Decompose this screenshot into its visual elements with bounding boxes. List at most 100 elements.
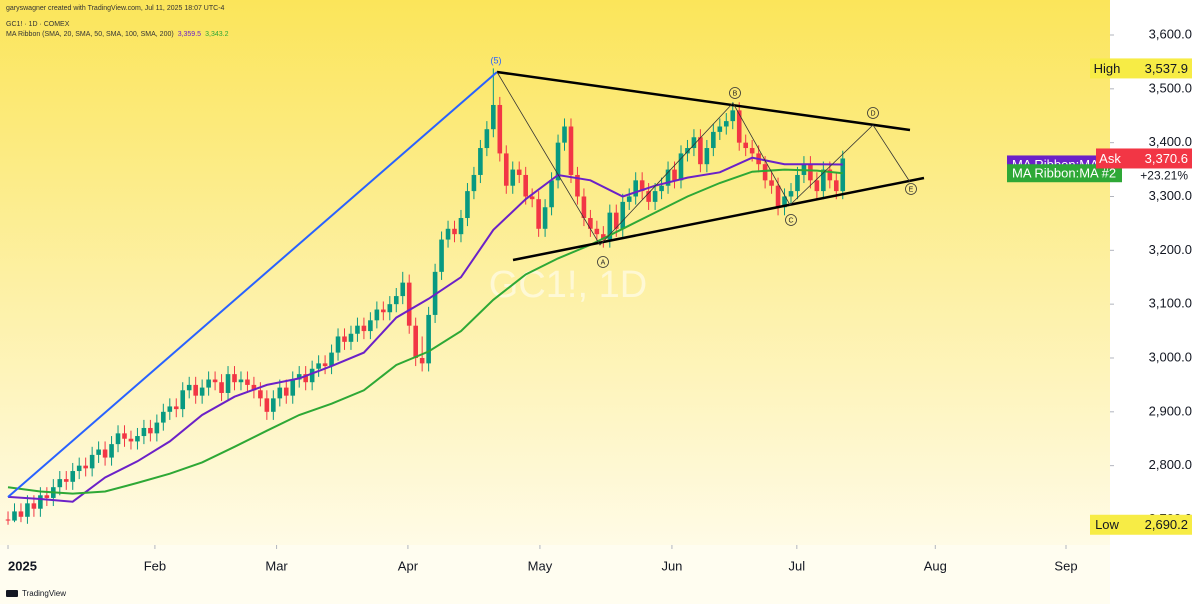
candle-body [775, 185, 781, 208]
triangle-lower [512, 176, 925, 262]
candle-body [296, 374, 302, 380]
candle-body [102, 449, 108, 458]
candle-body [264, 398, 270, 412]
candle-body [626, 196, 632, 202]
wave-circle [729, 87, 741, 99]
wave-circle [785, 214, 797, 226]
candle-body [161, 411, 166, 423]
candle-body [827, 169, 833, 181]
candle-body [510, 169, 516, 186]
wave-circle [867, 107, 879, 119]
ma-label-bg [1007, 164, 1122, 183]
candle-body [199, 387, 205, 396]
candle-body [173, 406, 179, 410]
candle-body [620, 201, 626, 229]
candle-body [782, 196, 787, 208]
ask-change-bg [1124, 168, 1192, 184]
candle-body [70, 471, 76, 482]
candle-body [258, 390, 263, 399]
wave-circle [905, 183, 917, 195]
price-label-name: Low [1095, 517, 1119, 532]
candle-body [730, 110, 736, 122]
ask-label: 3,370.6 [1145, 151, 1188, 166]
plot-background [0, 0, 1110, 545]
ask-change: +23.21% [1140, 169, 1188, 183]
price-label-bg [1124, 514, 1192, 535]
candle-body [808, 164, 813, 181]
candle-body [193, 384, 198, 396]
candle-body [212, 379, 218, 383]
x-tick-label: Jun [661, 558, 682, 573]
candle-body [484, 129, 490, 149]
wave-label: (5) [491, 55, 502, 65]
candle-body [685, 148, 690, 154]
y-tick-label: 3,400.0 [1149, 134, 1192, 149]
wave-path [496, 71, 911, 246]
candle-body [154, 422, 160, 434]
candle-body [335, 336, 341, 353]
candle-body [452, 228, 457, 235]
candle-body [342, 336, 347, 342]
price-label: 2,690.2 [1145, 517, 1188, 532]
candle-body [76, 465, 82, 472]
x-tick-label: Aug [924, 558, 947, 573]
wave-circle [597, 256, 609, 268]
x-tick-label: May [528, 558, 553, 573]
candle-body [400, 282, 406, 297]
candle-body [419, 357, 425, 364]
candle-body [549, 180, 554, 208]
ask-bg [1124, 148, 1192, 169]
ask-name: Ask [1099, 151, 1121, 166]
wave-label: A [601, 259, 606, 266]
candle-body [439, 239, 444, 272]
x-tick-label: 2025 [8, 558, 37, 573]
indicator-value: 3,359.5 [178, 31, 201, 38]
wave-label: B [733, 90, 738, 97]
candle-body [245, 379, 250, 385]
candle-body [355, 325, 360, 334]
candle-body [478, 148, 483, 175]
y-tick-label: 3,100.0 [1149, 296, 1192, 311]
price-label: 3,537.9 [1145, 61, 1188, 76]
candle-body [393, 296, 399, 305]
candle-body [575, 174, 580, 197]
x-tick-label: Jul [789, 558, 806, 573]
candle-body [672, 169, 677, 181]
candle-body [633, 180, 638, 197]
candle-body [381, 309, 386, 313]
candle-body [601, 234, 606, 240]
wave-label: E [909, 186, 914, 193]
candle-body [581, 196, 587, 219]
candle-body [529, 196, 535, 200]
symbol: GC1! · 1D · COMEX [6, 21, 70, 28]
plot [5, 68, 925, 525]
candle-body [31, 503, 37, 509]
candle-body [206, 379, 211, 388]
candle-body [678, 153, 684, 181]
candle-body [471, 174, 477, 192]
y-tick-label: 2,800.0 [1149, 457, 1192, 472]
candle-body [83, 465, 88, 469]
candle-body [141, 427, 147, 437]
candle-body [148, 427, 153, 434]
candle-body [368, 320, 373, 332]
candle-body [186, 384, 192, 391]
candle-body [277, 387, 283, 399]
candle-body [271, 398, 276, 412]
candle-body [659, 185, 664, 192]
candle-body [723, 121, 729, 127]
candle-body [497, 104, 503, 154]
candle-body [413, 325, 418, 358]
candle-body [717, 126, 723, 132]
time-axis-background [0, 545, 1110, 604]
candle-body [361, 325, 367, 332]
candle-body [458, 218, 464, 235]
candle-body [374, 309, 380, 321]
candle-body [646, 191, 651, 202]
price-label-name: High [1094, 61, 1121, 76]
moving-average [7, 156, 843, 503]
candle-body [613, 212, 619, 229]
candle-body [555, 142, 561, 181]
candle-body [665, 169, 671, 186]
candle-body [465, 191, 470, 219]
